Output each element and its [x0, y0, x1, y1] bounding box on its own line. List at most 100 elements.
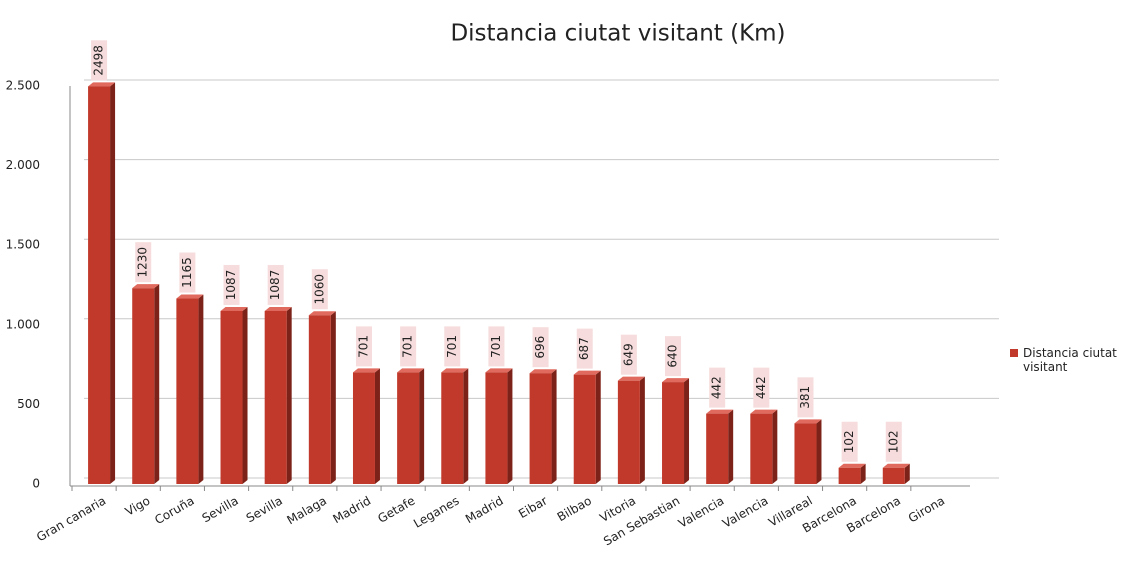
bar-side	[772, 409, 778, 484]
value-label-bg	[532, 327, 549, 368]
bar	[485, 372, 508, 484]
value-label: 687	[577, 337, 591, 360]
value-label-bg	[267, 264, 284, 305]
bar	[88, 86, 111, 485]
value-label: 381	[798, 386, 812, 409]
bar-side	[110, 82, 116, 485]
y-tick-label: 1.000	[6, 317, 40, 331]
x-tick-label: Sevilla	[200, 494, 241, 526]
bar-side	[507, 368, 513, 484]
bar	[441, 372, 464, 484]
bar	[617, 380, 640, 484]
bar	[220, 310, 243, 484]
x-tick-label: Coruña	[152, 494, 196, 528]
value-label-bg	[223, 264, 240, 305]
bar	[794, 423, 817, 484]
value-label: 701	[445, 335, 459, 358]
bar-side	[860, 463, 866, 484]
bar-side	[374, 368, 380, 484]
bar-side	[816, 419, 822, 484]
x-tick-label: Vigo	[123, 494, 153, 519]
bar	[176, 298, 199, 484]
value-label: 696	[533, 336, 547, 359]
x-tick-label: Getafe	[375, 494, 417, 526]
bar	[838, 467, 861, 484]
value-label-bg	[709, 367, 726, 408]
bar	[352, 372, 375, 484]
bar-side	[286, 306, 292, 484]
bar	[264, 310, 287, 484]
bar-side	[154, 284, 160, 484]
value-label-bg	[576, 328, 593, 369]
x-tick-label: San Sebastian	[601, 494, 682, 549]
value-label-bg	[797, 377, 814, 418]
value-label-bg	[665, 336, 682, 377]
x-tick-label: Valencia	[676, 494, 727, 531]
y-tick-label: 1.500	[6, 238, 40, 252]
bar-side	[198, 294, 204, 484]
bar-top	[308, 311, 336, 316]
x-tick-label: Madrid	[331, 494, 374, 527]
value-label: 701	[401, 335, 415, 358]
x-tick-label: Valencia	[720, 494, 771, 531]
legend-swatch	[1010, 349, 1018, 357]
value-label: 1087	[268, 270, 282, 301]
bar-top	[573, 370, 601, 375]
bar	[397, 372, 420, 484]
bar-top	[750, 409, 778, 414]
value-label: 442	[754, 376, 768, 399]
x-tick-label: Girona	[906, 494, 947, 526]
bar-top	[441, 368, 469, 373]
bar-top	[529, 369, 557, 374]
bar	[132, 288, 155, 484]
x-tick-label: Gran canaria	[34, 494, 108, 545]
value-label-bg	[885, 421, 902, 462]
bar-top	[706, 409, 734, 414]
value-label-bg	[91, 40, 108, 81]
value-label: 701	[489, 335, 503, 358]
bar-top	[352, 368, 380, 373]
bar-top	[264, 306, 292, 311]
y-tick-label: 2.000	[6, 158, 40, 172]
bar-side	[728, 409, 734, 484]
value-label-bg	[444, 326, 461, 367]
x-tick-label: Sevilla	[244, 494, 285, 526]
bar-top	[617, 376, 645, 381]
bar-top	[176, 294, 204, 299]
value-label: 1060	[312, 274, 326, 305]
value-label: 102	[842, 430, 856, 453]
y-tick-label: 0	[32, 477, 40, 491]
value-label: 649	[621, 343, 635, 366]
bar-side	[551, 369, 557, 484]
bar-side	[242, 306, 248, 484]
value-label-bg	[620, 334, 637, 375]
value-label: 701	[356, 335, 370, 358]
value-label: 1230	[136, 247, 150, 278]
bar-side	[904, 463, 910, 484]
bar-top	[132, 284, 160, 289]
value-label-bg	[355, 326, 372, 367]
x-tick-label: Malaga	[285, 494, 330, 528]
value-label: 2498	[92, 45, 106, 76]
value-label: 1087	[224, 270, 238, 301]
legend: Distancia ciutat visitant	[1010, 346, 1128, 374]
value-label-bg	[135, 242, 152, 283]
value-label: 1165	[180, 257, 194, 288]
bar-side	[639, 376, 645, 484]
x-tick-label: Eibar	[516, 493, 550, 521]
bar-side	[684, 378, 690, 484]
bar-top	[88, 82, 116, 87]
value-label-bg	[311, 269, 328, 310]
y-tick-label: 500	[17, 397, 40, 411]
bar-side	[595, 370, 601, 484]
bar-top	[794, 419, 822, 424]
bar	[308, 315, 331, 484]
value-label-bg	[179, 252, 196, 293]
value-label-bg	[753, 367, 770, 408]
value-label: 102	[886, 430, 900, 453]
bar	[750, 413, 773, 484]
chart-title: Distancia ciutat visitant (Km)	[450, 21, 785, 47]
value-label-bg	[400, 326, 417, 367]
bar	[573, 374, 596, 484]
